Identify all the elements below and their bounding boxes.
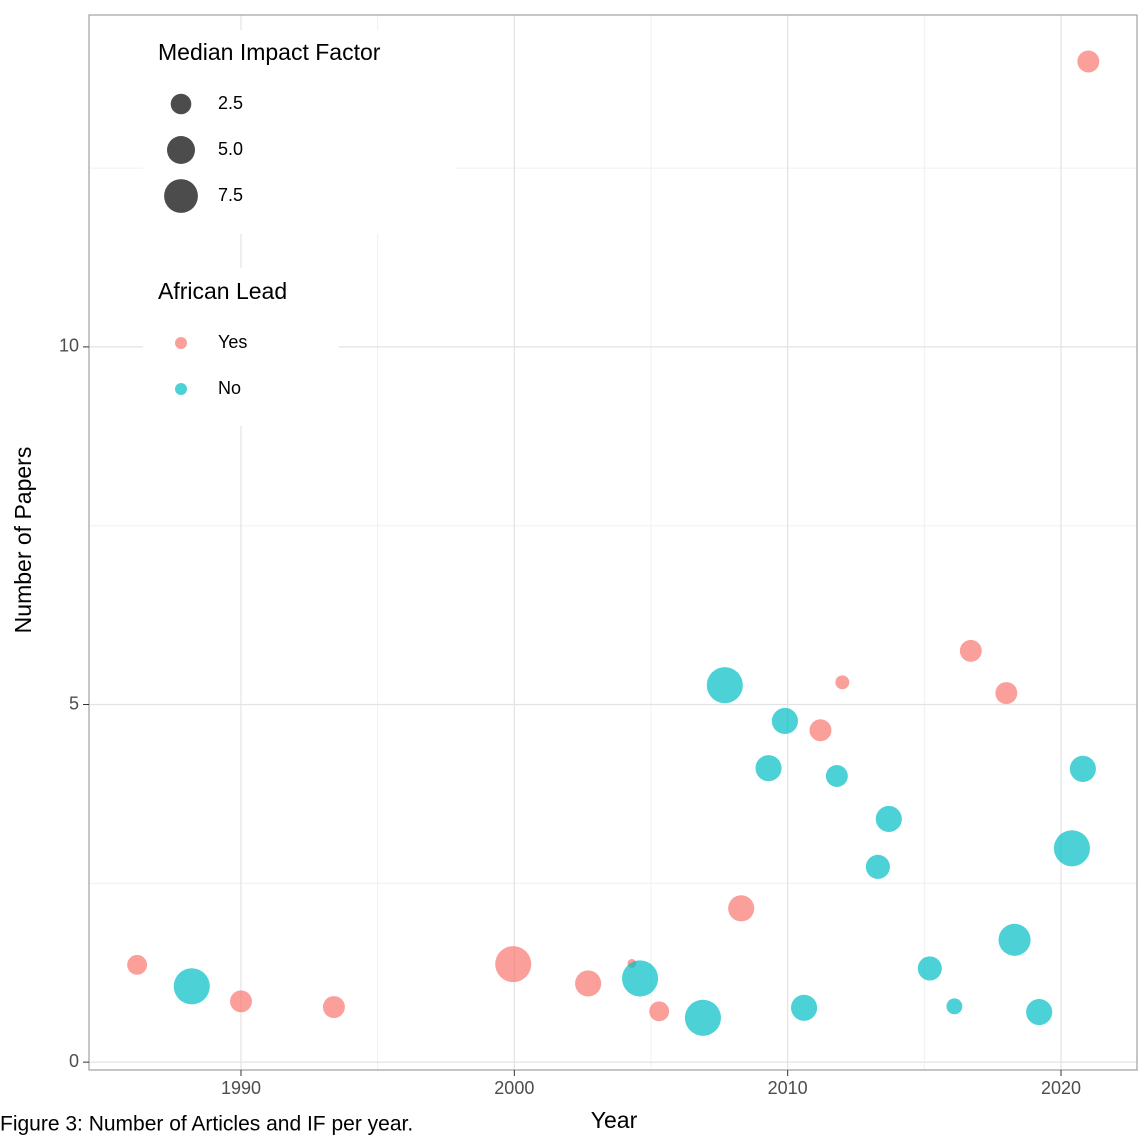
point bbox=[946, 998, 963, 1015]
legend-color-key bbox=[175, 383, 187, 395]
point bbox=[322, 996, 345, 1019]
legend-label: 5.0 bbox=[218, 139, 243, 159]
legend-label: 2.5 bbox=[218, 93, 243, 113]
point bbox=[575, 970, 602, 997]
point bbox=[998, 923, 1031, 956]
legend-label: Yes bbox=[218, 332, 247, 352]
legend-label: 7.5 bbox=[218, 185, 243, 205]
legend-title: African Lead bbox=[158, 278, 287, 304]
x-axis-label: Year bbox=[591, 1107, 638, 1133]
y-tick-label: 10 bbox=[59, 336, 79, 356]
point bbox=[649, 1001, 670, 1022]
point bbox=[790, 994, 818, 1021]
legend-size-key bbox=[164, 179, 198, 213]
x-tick-label: 2000 bbox=[494, 1078, 534, 1098]
legend-title: Median Impact Factor bbox=[158, 39, 381, 65]
legend-size-key bbox=[167, 136, 195, 164]
point bbox=[1069, 755, 1096, 782]
point bbox=[728, 895, 755, 922]
point bbox=[917, 956, 942, 981]
point bbox=[173, 968, 210, 1005]
legend-color-key bbox=[175, 337, 187, 349]
x-tick-label: 1990 bbox=[221, 1078, 261, 1098]
legend-size-key bbox=[170, 93, 192, 115]
point bbox=[825, 765, 848, 788]
point bbox=[865, 854, 890, 879]
legend-label: No bbox=[218, 378, 241, 398]
point bbox=[230, 990, 252, 1013]
point bbox=[755, 755, 782, 782]
point bbox=[684, 999, 721, 1036]
panel-border bbox=[88, 14, 1138, 1071]
point bbox=[995, 682, 1018, 705]
y-tick-label: 0 bbox=[69, 1051, 79, 1071]
point bbox=[1077, 50, 1100, 73]
caption: Figure 3: Number of Articles and IF per … bbox=[0, 1113, 413, 1136]
y-tick-label: 5 bbox=[69, 693, 79, 713]
y-axis-label: Number of Papers bbox=[10, 447, 36, 634]
x-tick-label: 2020 bbox=[1041, 1078, 1081, 1098]
x-tick-label: 2010 bbox=[768, 1078, 808, 1098]
point bbox=[1026, 998, 1053, 1026]
point bbox=[959, 639, 982, 662]
point bbox=[127, 954, 148, 975]
point bbox=[835, 675, 850, 690]
point bbox=[1053, 830, 1090, 867]
point bbox=[495, 946, 532, 983]
point bbox=[706, 667, 743, 704]
point bbox=[875, 805, 902, 833]
color-legend-background bbox=[143, 268, 339, 426]
point bbox=[771, 707, 799, 735]
point bbox=[622, 960, 659, 997]
point bbox=[809, 719, 832, 742]
